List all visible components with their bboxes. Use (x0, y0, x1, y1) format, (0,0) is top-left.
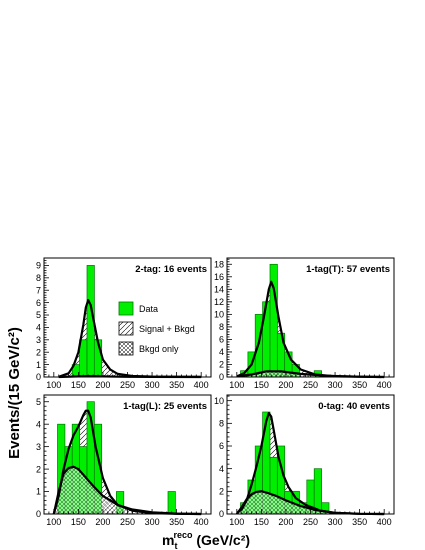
x-tick-label-2tag: 250 (120, 380, 135, 390)
x-tick-label-2tag: 350 (169, 380, 184, 390)
x-tick-label-1tagT: 100 (229, 380, 244, 390)
panel-title-1tagL: 1-tag(L): 25 events (123, 401, 207, 412)
panel-0tag: 100 150 200 250 300 350 400 0 2 4 6 8 10 0-tag: 40 ev… (214, 394, 395, 527)
bkgd-area-1tagT (236, 371, 385, 377)
signal-curve-0tag (236, 412, 385, 516)
frame-2tag (43, 257, 212, 378)
x-tick-label-0tag: 100 (229, 517, 244, 527)
x-tick-label-1tagL: 350 (169, 517, 184, 527)
y-tick-label-2tag: 4 (36, 323, 41, 333)
y-tick-label-0tag: 0 (219, 509, 224, 519)
y-tick-label-1tagT: 12 (214, 297, 224, 307)
y-tick-label-1tagT: 14 (214, 285, 224, 295)
panel-title-2tag: 2-tag: 16 events (135, 264, 207, 275)
x-tick-label-1tagT: 300 (328, 380, 343, 390)
x-tick-label-0tag: 350 (352, 517, 367, 527)
x-axis-title: mtreco (GeV/c²) (162, 530, 250, 550)
y-tick-label-1tagT: 8 (219, 322, 224, 332)
signal-curve-2tag (58, 299, 202, 378)
panel-title-0tag: 0-tag: 40 events (318, 401, 390, 412)
x-tick-label-1tagL: 300 (145, 517, 160, 527)
legend: Data Signal + Bkgd Bkgd only (118, 301, 195, 356)
bkgd-area-0tag (236, 491, 385, 514)
y-tick-label-0tag: 8 (219, 419, 224, 429)
y-tick-label-2tag: 2 (36, 347, 41, 357)
x-axis-title-unit: (GeV/c²) (192, 532, 250, 548)
y-tick-label-2tag: 9 (36, 261, 41, 271)
y-tick-label-1tagT: 10 (214, 310, 224, 320)
y-tick-label-1tagT: 18 (214, 260, 224, 270)
y-tick-label-2tag: 5 (36, 310, 41, 320)
y-tick-label-1tagL: 1 (36, 487, 41, 497)
y-tick-label-1tagT: 16 (214, 272, 224, 282)
x-tick-label-2tag: 400 (194, 380, 209, 390)
y-tick-label-0tag: 4 (219, 464, 224, 474)
x-tick-label-0tag: 150 (254, 517, 269, 527)
y-tick-label-1tagT: 6 (219, 335, 224, 345)
data-bar-0tag (313, 468, 322, 515)
y-tick-label-1tagL: 5 (36, 397, 41, 407)
x-axis-title-base: m (162, 532, 174, 548)
panel-1tagT: 100 150 200 250 300 350 400 0 2 4 6 8 10 12 14 16 18 1-ta… (214, 257, 395, 390)
y-tick-label-1tagL: 4 (36, 419, 41, 429)
panel-title-1tagT: 1-tag(T): 57 events (306, 264, 390, 275)
y-axis-title: Events/(15 GeV/c²) (6, 327, 23, 459)
x-tick-label-1tagL: 250 (120, 517, 135, 527)
y-tick-label-0tag: 10 (214, 396, 224, 406)
x-axis-title-sub: t (174, 541, 177, 550)
legend-label-signal-bkgd: Signal + Bkgd (139, 324, 195, 334)
x-tick-label-0tag: 400 (377, 517, 392, 527)
x-tick-label-1tagL: 200 (95, 517, 110, 527)
bkgd-area-1tagL (53, 466, 202, 514)
x-tick-label-0tag: 200 (278, 517, 293, 527)
legend-item-data: Data (118, 301, 158, 316)
x-tick-label-1tagT: 250 (303, 380, 318, 390)
legend-item-signal-bkgd: Signal + Bkgd (118, 321, 195, 336)
legend-swatch-bkgd-only (118, 341, 134, 356)
legend-item-bkgd-only: Bkgd only (118, 341, 179, 356)
legend-label-data: Data (139, 304, 158, 314)
y-tick-label-1tagT: 2 (219, 360, 224, 370)
y-tick-label-1tagL: 0 (36, 509, 41, 519)
x-axis-title-sup: reco (173, 530, 193, 540)
panel-2tag: 100 150 200 250 300 350 400 0 1 2 3 4 5 6 7 8 9 2-tag: 16… (36, 257, 212, 390)
y-tick-label-2tag: 7 (36, 285, 41, 295)
y-tick-label-1tagT: 4 (219, 347, 224, 357)
y-tick-label-0tag: 6 (219, 441, 224, 451)
x-tick-label-2tag: 150 (71, 380, 86, 390)
data-bar-1tagL (167, 491, 176, 515)
y-tick-label-2tag: 8 (36, 273, 41, 283)
x-tick-label-1tagL: 100 (46, 517, 61, 527)
x-tick-label-0tag: 250 (303, 517, 318, 527)
x-tick-label-1tagL: 400 (194, 517, 209, 527)
x-tick-label-1tagT: 400 (377, 380, 392, 390)
y-tick-label-1tagL: 3 (36, 442, 41, 452)
x-tick-label-1tagT: 350 (352, 380, 367, 390)
x-tick-label-0tag: 300 (328, 517, 343, 527)
legend-swatch-signal-bkgd (118, 321, 134, 336)
panel-1tagL: 100 150 200 250 300 350 400 0 1 2 3 4 5 1-tag(L): 25 … (36, 394, 212, 527)
x-tick-label-2tag: 200 (95, 380, 110, 390)
y-tick-label-0tag: 2 (219, 487, 224, 497)
y-tick-label-2tag: 3 (36, 335, 41, 345)
x-tick-label-1tagT: 150 (254, 380, 269, 390)
y-tick-label-1tagT: 0 (219, 372, 224, 382)
y-tick-label-2tag: 6 (36, 298, 41, 308)
x-tick-label-2tag: 300 (145, 380, 160, 390)
x-tick-label-2tag: 100 (46, 380, 61, 390)
legend-label-bkgd-only: Bkgd only (139, 344, 179, 354)
x-tick-label-1tagL: 150 (71, 517, 86, 527)
y-tick-label-2tag: 0 (36, 372, 41, 382)
legend-swatch-data (118, 301, 134, 316)
y-tick-label-2tag: 1 (36, 360, 41, 370)
y-tick-label-1tagL: 2 (36, 464, 41, 474)
signal-curve-1tagL (52, 409, 202, 516)
x-tick-label-1tagT: 200 (278, 380, 293, 390)
